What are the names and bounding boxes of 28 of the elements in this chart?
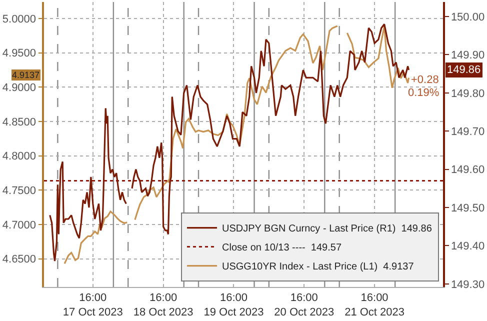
legend-label: Close on 10/13 ---- 149.57: [222, 242, 342, 254]
y2-tick-label: 149.60: [450, 164, 485, 176]
y-tick-label: 4.9000: [2, 82, 36, 94]
annotation: +0.28: [411, 74, 439, 86]
y2-tick-label: 149.70: [450, 126, 485, 138]
y2-tick-label: 149.50: [450, 202, 485, 214]
y-tick-label: 4.9500: [2, 48, 36, 60]
y2-tick-label: 150.00: [450, 11, 485, 24]
y2-tick-label: 149.40: [450, 240, 485, 253]
y2-tick-label: 149.30: [450, 278, 485, 291]
y-tick-label: 4.8000: [2, 150, 36, 163]
y-tick-label: 5.0000: [2, 13, 36, 26]
x-tick-label: 16:00 19 Oct 2023: [204, 292, 264, 318]
x-tick-label: 16:00 17 Oct 2023: [62, 292, 123, 318]
x-tick-label: 16:00 21 Oct 2023: [344, 292, 405, 318]
y-tick-label: 4.7500: [2, 185, 36, 198]
x-tick-label: 16:00 18 Oct 2023: [133, 292, 194, 318]
annotation: 0.19%: [408, 87, 440, 99]
text: 149.86: [447, 64, 481, 76]
y-tick-label: 4.7000: [2, 219, 36, 232]
y-tick-label: 4.8500: [2, 116, 36, 128]
y-tick-label: 4.6500: [2, 254, 36, 266]
legend-label: USDJPY BGN Curncy - Last Price (R1) 149.86: [222, 224, 432, 235]
y2-tick-label: 149.80: [450, 88, 485, 100]
text: 4.9137: [12, 70, 40, 80]
legend-label: USGG10YR Index - Last Price (L1) 4.9137: [222, 262, 414, 273]
x-tick-label: 16:00 20 Oct 2023: [274, 292, 334, 318]
y2-tick-label: 149.90: [450, 50, 485, 62]
